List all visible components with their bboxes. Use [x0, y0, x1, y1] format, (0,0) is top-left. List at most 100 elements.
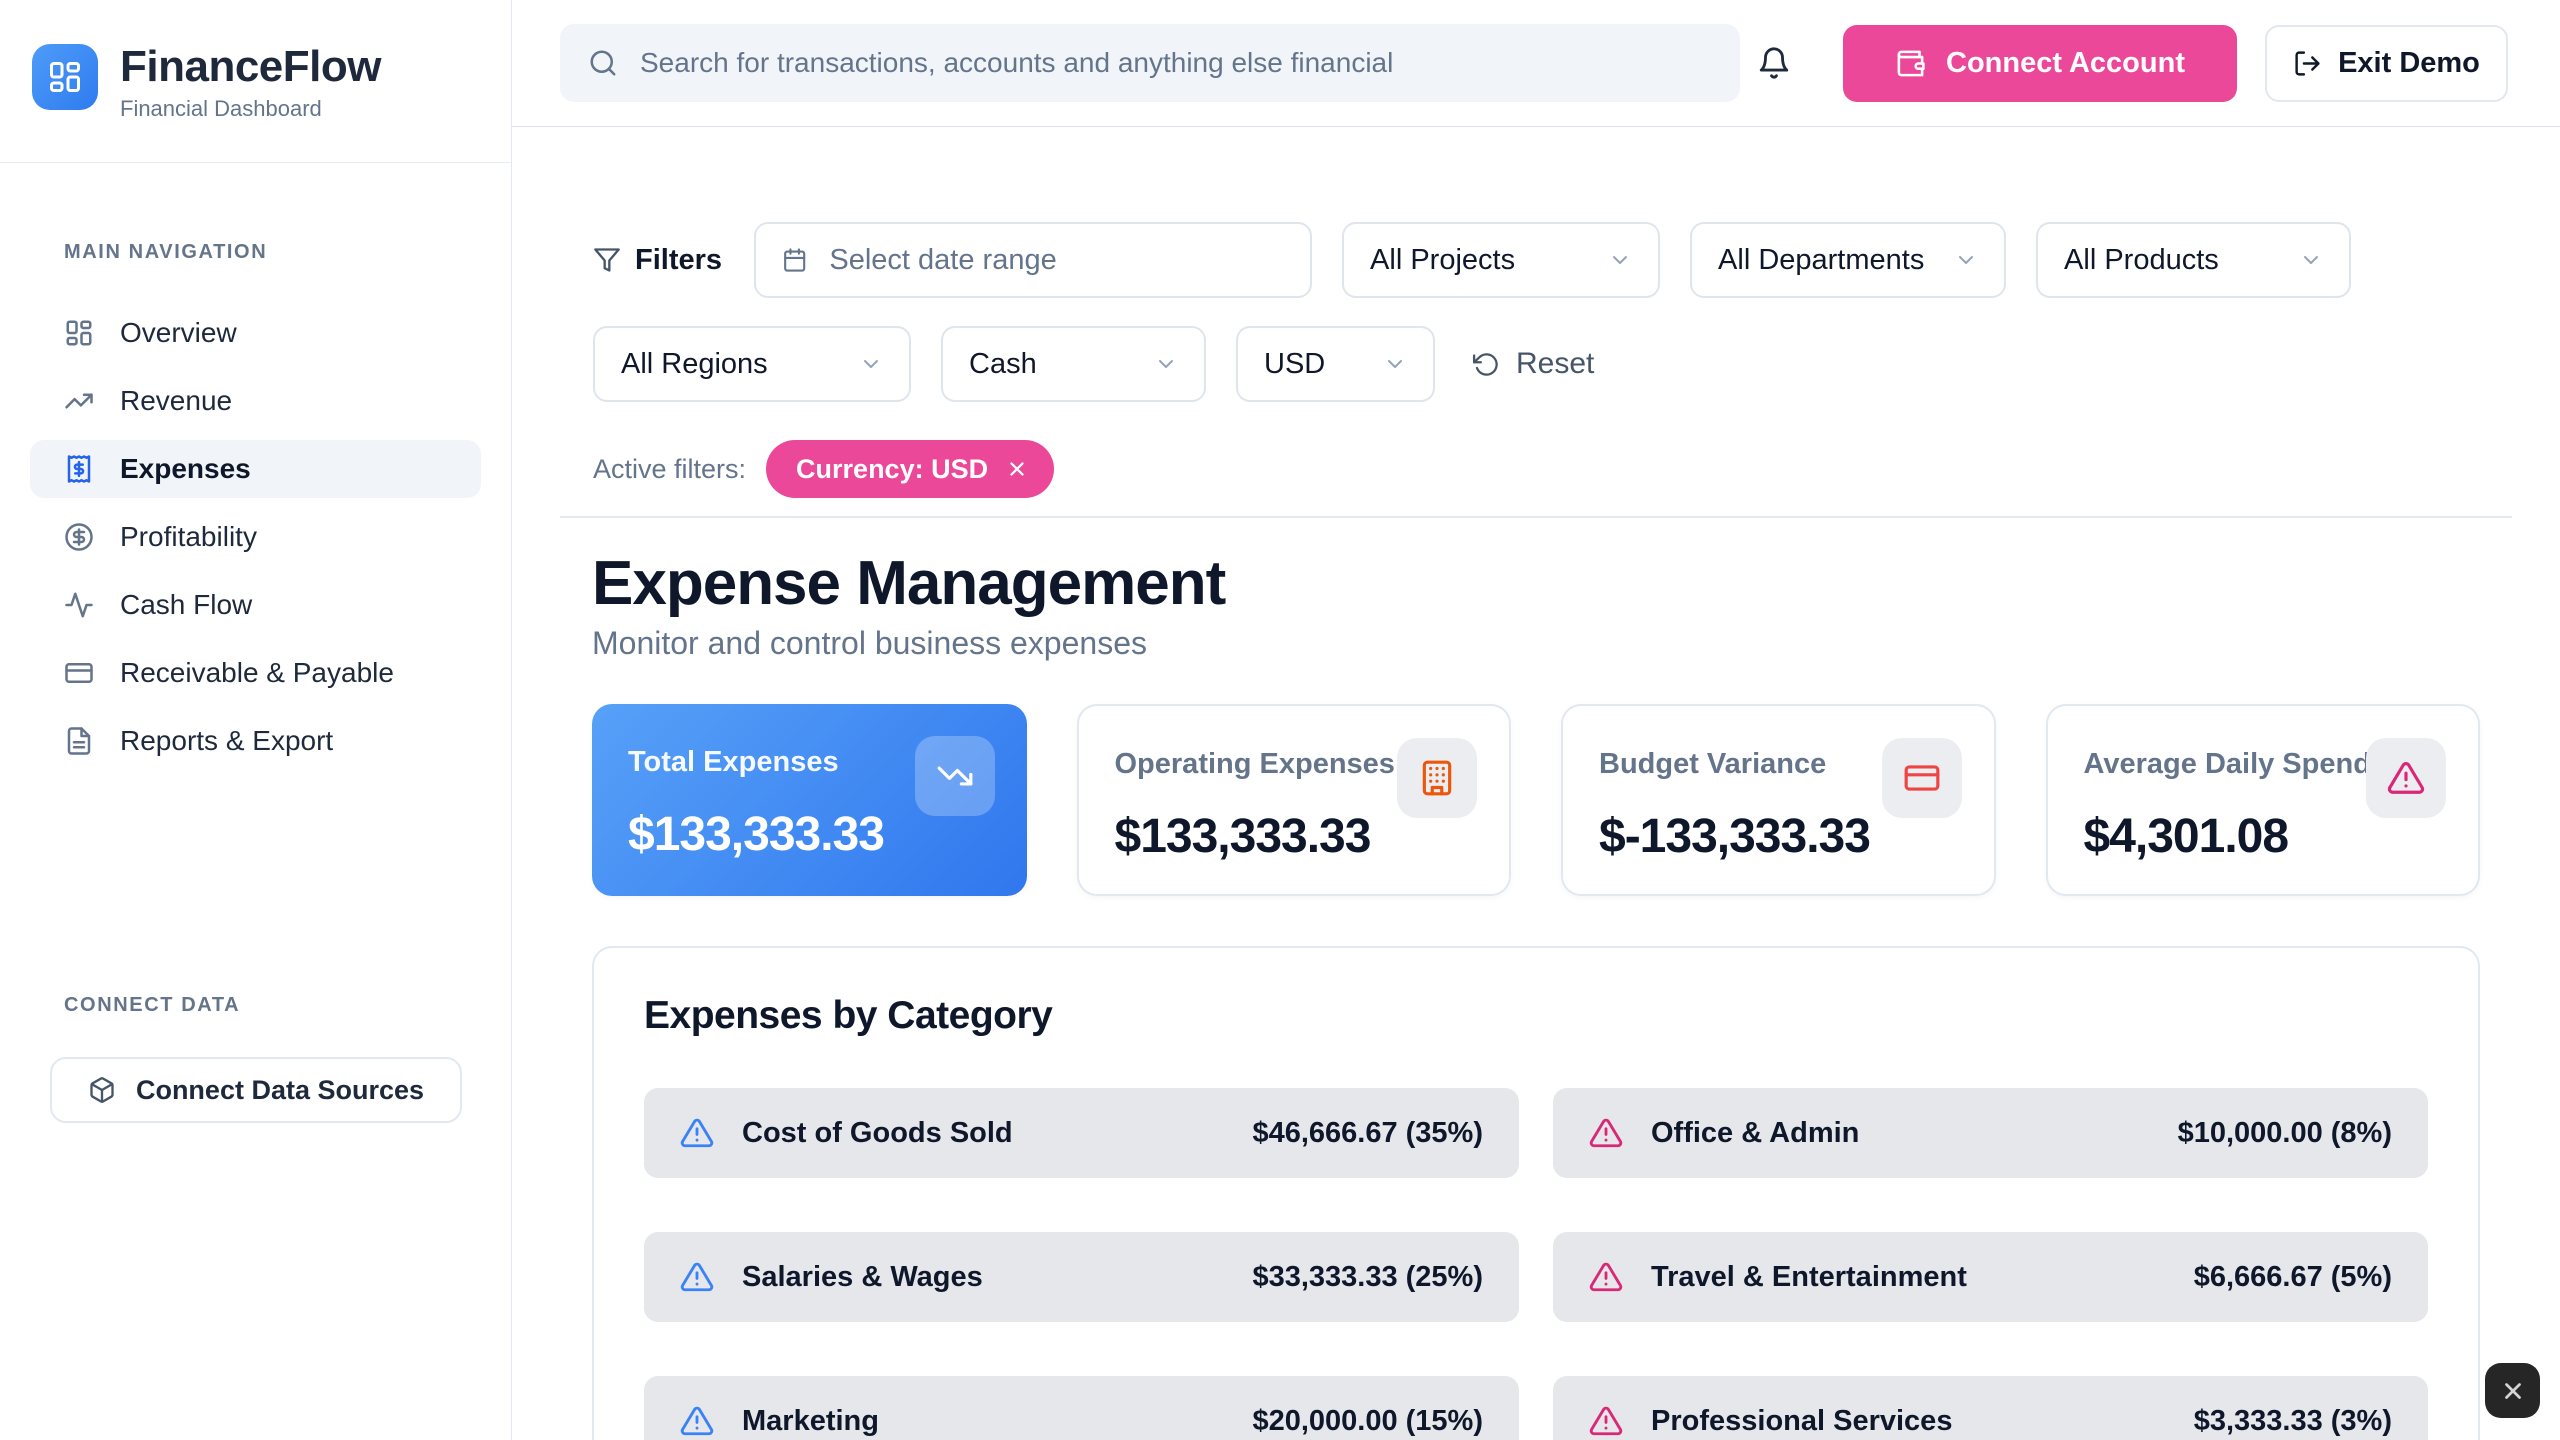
reset-filters-button[interactable]: Reset [1473, 347, 1594, 381]
regions-select[interactable]: All Regions [593, 326, 911, 402]
sidebar-item-receivable-payable[interactable]: Receivable & Payable [30, 644, 481, 702]
stat-card-average-daily-spend[interactable]: Average Daily Spend $4,301.08 [2045, 704, 2480, 897]
category-row-office-admin[interactable]: Office & Admin $10,000.00 (8%) [1553, 1088, 2428, 1179]
alert-triangle-icon [1589, 1263, 1623, 1292]
stat-value: $133,333.33 [1114, 810, 1372, 864]
category-value: $10,000.00 (8%) [2177, 1116, 2392, 1149]
sidebar-item-profitability[interactable]: Profitability [30, 508, 481, 566]
expenses-by-category-card: Expenses by Category Cost of Goods Sold … [592, 946, 2480, 1440]
date-range-input[interactable] [754, 222, 1313, 298]
stat-label: Total Expenses [628, 746, 839, 779]
alert-triangle-icon [680, 1407, 714, 1436]
stat-label: Operating Expenses [1114, 748, 1395, 781]
credit-card-icon [1881, 738, 1962, 819]
search-box[interactable] [560, 24, 1740, 102]
category-row-marketing[interactable]: Marketing $20,000.00 (15%) [644, 1376, 1519, 1440]
category-row-professional-services[interactable]: Professional Services $3,333.33 (3%) [1553, 1376, 2428, 1440]
expenses-by-category-title: Expenses by Category [644, 994, 1053, 1038]
chevron-down-icon [864, 360, 878, 368]
sidebar-item-label: Cash Flow [120, 589, 253, 620]
connect-account-label: Connect Account [1946, 46, 2185, 79]
currency-select[interactable]: USD [1236, 326, 1435, 402]
filters-bar-row2: All Regions Cash USD Reset [593, 326, 2512, 402]
category-label: Marketing [742, 1404, 879, 1437]
circle-dollar-icon [64, 522, 94, 552]
search-icon [590, 50, 616, 76]
category-value: $46,666.67 (35%) [1252, 1116, 1483, 1149]
file-text-icon [64, 726, 94, 756]
calendar-icon [784, 248, 806, 272]
receipt-icon [64, 454, 94, 484]
chevron-down-icon [2304, 256, 2319, 264]
notifications-button[interactable] [1753, 42, 1795, 84]
category-label: Travel & Entertainment [1651, 1260, 1967, 1293]
stat-value: $133,333.33 [628, 808, 885, 862]
remove-filter-x-icon[interactable] [1006, 458, 1028, 480]
floating-close-button[interactable] [2485, 1363, 2540, 1418]
sidebar-item-label: Reports & Export [120, 725, 334, 756]
main-content: Filters All Projects All Departments All… [512, 127, 2560, 1440]
activity-icon [64, 590, 94, 620]
sidebar-item-label: Receivable & Payable [120, 657, 394, 688]
stat-card-total-expenses[interactable]: Total Expenses $133,333.33 [592, 704, 1027, 897]
category-row-salaries-wages[interactable]: Salaries & Wages $33,333.33 (25%) [644, 1232, 1519, 1323]
category-value: $6,666.67 (5%) [2193, 1260, 2392, 1293]
filters-label: Filters [635, 243, 723, 276]
app-logo-icon [32, 44, 98, 110]
sidebar: FinanceFlow Financial Dashboard MAIN NAV… [0, 0, 512, 1440]
sidebar-item-label: Expenses [120, 453, 251, 484]
page-title: Expense Management [592, 549, 1226, 618]
category-grid: Cost of Goods Sold $46,666.67 (35%) Offi… [644, 1088, 2428, 1440]
sidebar-item-label: Overview [120, 317, 237, 348]
section-divider [560, 516, 2512, 518]
sidebar-item-overview[interactable]: Overview [30, 304, 481, 362]
connect-account-button[interactable]: Connect Account [1843, 24, 2237, 102]
chevron-down-icon [1959, 256, 1974, 264]
brand: FinanceFlow Financial Dashboard [0, 0, 511, 163]
departments-select[interactable]: All Departments [1690, 222, 2007, 298]
stat-label: Budget Variance [1599, 748, 1827, 781]
log-out-icon [2295, 50, 2320, 76]
stat-card-operating-expenses[interactable]: Operating Expenses $133,333.33 [1076, 704, 1511, 897]
currency-filter-chip: Currency: USD [766, 440, 1055, 498]
category-value: $33,333.33 (25%) [1252, 1260, 1483, 1293]
payment-method-select-value: Cash [969, 347, 1037, 380]
stat-card-budget-variance[interactable]: Budget Variance $-133,333.33 [1561, 704, 1996, 897]
bell-icon [1759, 47, 1789, 79]
connect-data-sources-button[interactable]: Connect Data Sources [50, 1057, 462, 1123]
sidebar-item-revenue[interactable]: Revenue [30, 372, 481, 430]
category-value: $3,333.33 (3%) [2193, 1404, 2392, 1437]
sidebar-item-label: Profitability [120, 521, 257, 552]
alert-triangle-icon [2366, 738, 2446, 819]
wallet-icon [1897, 50, 1925, 76]
category-label: Cost of Goods Sold [742, 1116, 1013, 1149]
top-bar: Connect Account Exit Demo [512, 0, 2560, 127]
projects-select[interactable]: All Projects [1342, 222, 1661, 298]
sidebar-item-reports-export[interactable]: Reports & Export [30, 712, 481, 770]
trending-up-icon [64, 386, 94, 416]
exit-demo-button[interactable]: Exit Demo [2265, 24, 2508, 102]
search-input[interactable] [640, 47, 1712, 79]
alert-triangle-icon [1589, 1407, 1623, 1436]
sidebar-item-cash-flow[interactable]: Cash Flow [30, 576, 481, 634]
nav-section-label: MAIN NAVIGATION [64, 241, 268, 263]
chevron-down-icon [1388, 360, 1402, 368]
category-label: Office & Admin [1651, 1116, 1860, 1149]
category-row-travel-entertainment[interactable]: Travel & Entertainment $6,666.67 (5%) [1553, 1232, 2428, 1323]
departments-select-value: All Departments [1718, 243, 1925, 276]
chevron-down-icon [1613, 256, 1628, 264]
currency-filter-chip-label: Currency: USD [796, 453, 989, 484]
category-value: $20,000.00 (15%) [1252, 1404, 1483, 1437]
payment-method-select[interactable]: Cash [941, 326, 1206, 402]
page-subtitle: Monitor and control business expenses [592, 625, 1147, 662]
connect-data-sources-label: Connect Data Sources [135, 1074, 425, 1105]
category-row-cost-of-goods-sold[interactable]: Cost of Goods Sold $46,666.67 (35%) [644, 1088, 1519, 1179]
alert-triangle-icon [680, 1119, 714, 1148]
active-filters-row: Active filters: Currency: USD [593, 440, 2512, 498]
products-select[interactable]: All Products [2036, 222, 2352, 298]
products-select-value: All Products [2064, 243, 2219, 276]
rotate-ccw-icon [1473, 352, 1498, 376]
date-range-field[interactable] [829, 243, 1285, 277]
credit-card-icon [64, 658, 94, 688]
sidebar-item-expenses[interactable]: Expenses [30, 440, 481, 498]
